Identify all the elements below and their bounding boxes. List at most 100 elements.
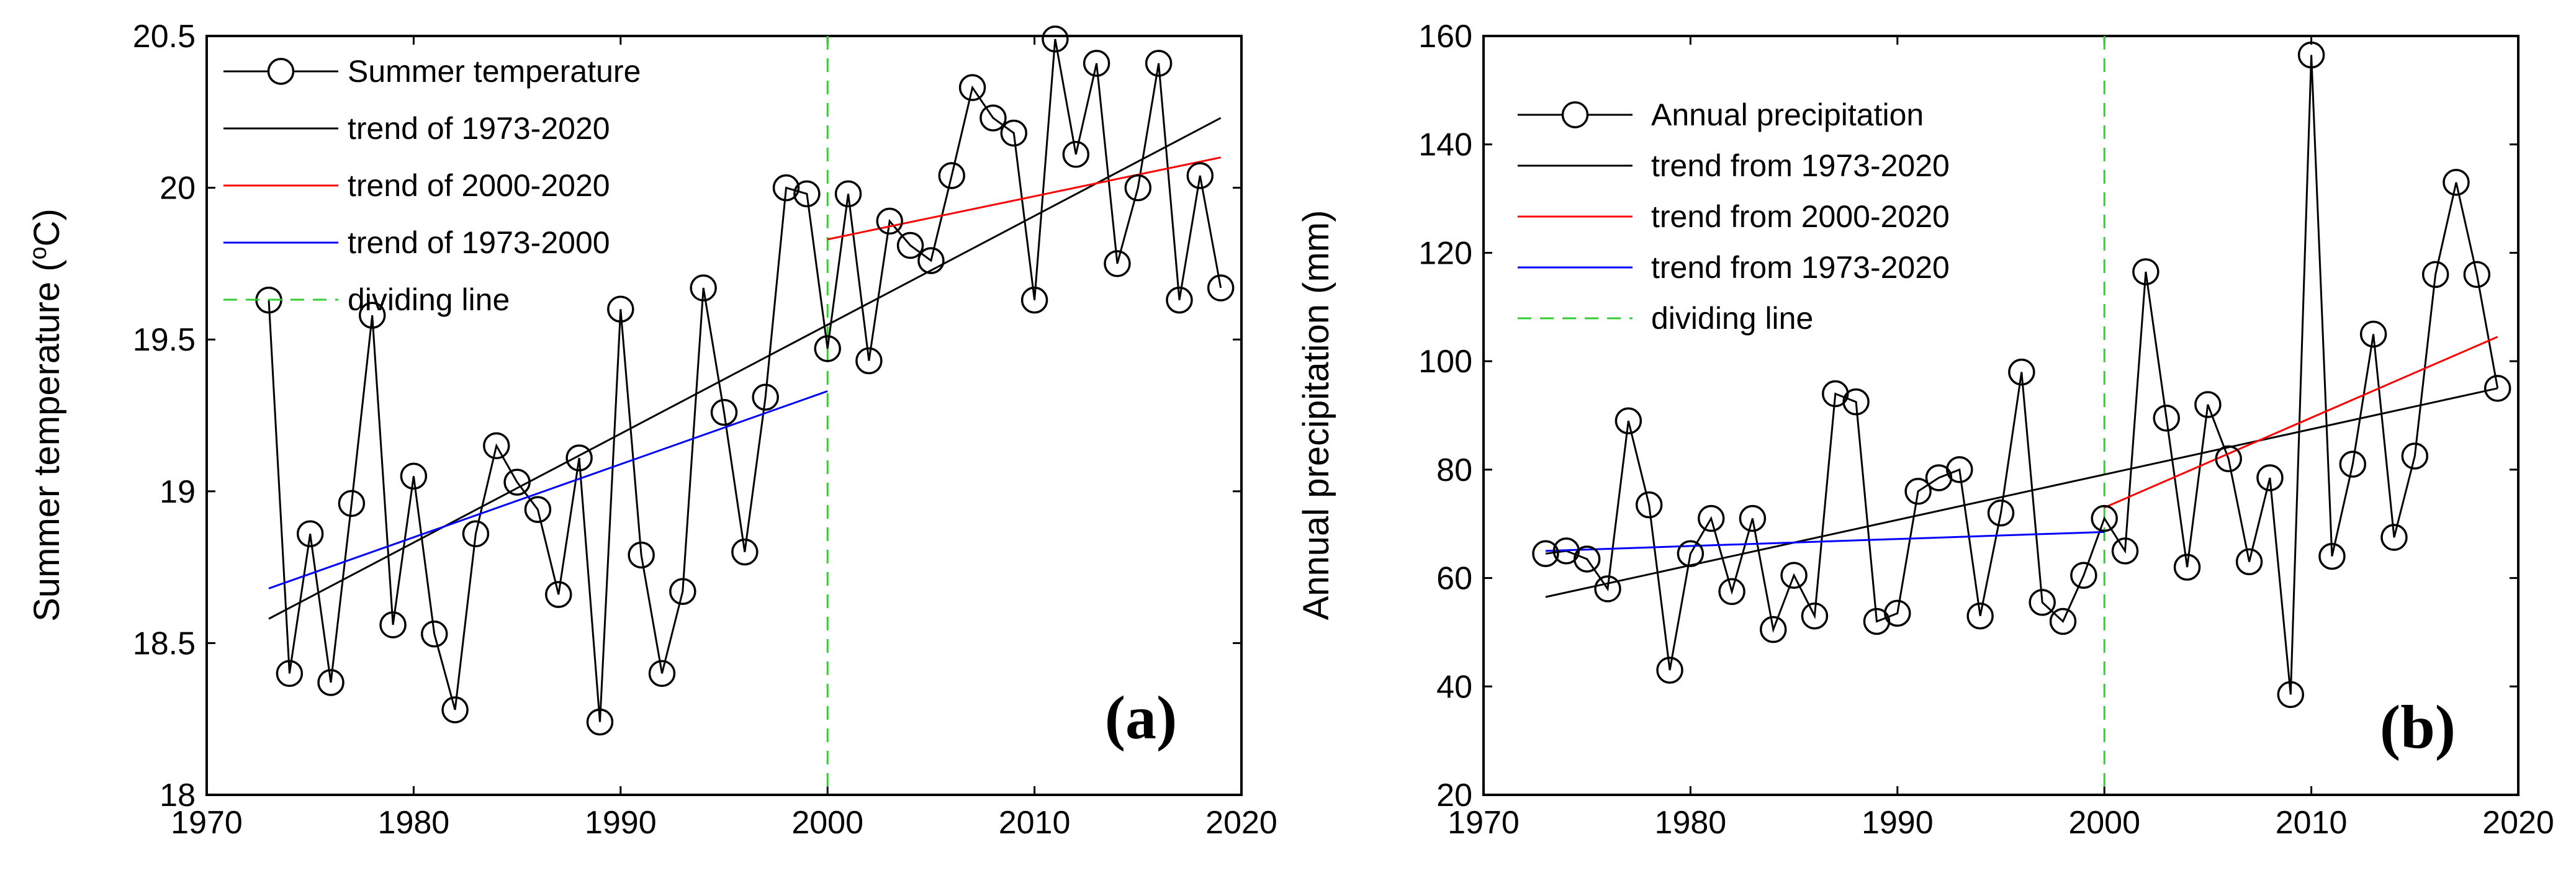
y-tick-label: 19 (160, 474, 196, 510)
data-point (524, 496, 552, 523)
data-point (1966, 602, 1994, 630)
data-point (2297, 41, 2325, 69)
data-point (2339, 450, 2367, 478)
data-point (1904, 478, 1932, 505)
data-point (2173, 553, 2201, 581)
data-point (731, 538, 759, 566)
data-point (565, 444, 593, 472)
data-point (917, 247, 945, 274)
x-axis-b: 1970 1980 1990 2000 2010 2020 (1448, 36, 2554, 841)
markers-b (1532, 41, 2511, 709)
x-tick-label: 1980 (378, 805, 450, 841)
data-point (1062, 141, 1090, 168)
data-point (938, 162, 965, 189)
legend-b: Annual precipitation trend from 1973-2020… (1518, 97, 1950, 336)
data-point (2132, 258, 2159, 285)
data-point (628, 541, 655, 569)
trend-line-2 (827, 156, 1221, 241)
y-tick-label: 60 (1436, 561, 1472, 597)
data-point (1532, 540, 1559, 568)
data-point (2235, 548, 2263, 576)
data-point (2111, 537, 2139, 565)
x-axis-a: 1970 1980 1990 2000 2010 2020 (171, 36, 1277, 841)
legend-label: trend from 1973-2020 (1651, 148, 1950, 183)
data-point (317, 669, 345, 696)
x-tick-label: 2020 (2482, 805, 2554, 841)
data-point (379, 611, 407, 638)
legend-label: Summer temperature (348, 54, 641, 89)
data-point (669, 578, 696, 605)
y-tick-label: 19.5 (133, 322, 196, 358)
data-point (1760, 616, 1787, 643)
y-tick-label: 20 (1436, 777, 1472, 813)
data-point (276, 660, 304, 688)
lines-b (1545, 36, 2499, 795)
legend-a: Summer temperature trend of 1973-2020 tren… (223, 54, 641, 317)
data-point (1987, 499, 2015, 527)
data-point (980, 104, 1007, 132)
data-point (1166, 286, 1193, 314)
x-tick-label: 2010 (2276, 805, 2348, 841)
legend-label: trend of 1973-2000 (348, 225, 610, 260)
x-tick-label: 1970 (1448, 805, 1520, 841)
trend-line-1 (1545, 387, 2498, 598)
data-point (648, 660, 676, 688)
trend-line-3 (1545, 531, 2105, 552)
data-point (1000, 119, 1028, 147)
trend-line-2 (2104, 336, 2498, 509)
data-point (2401, 442, 2429, 470)
x-tick-label: 2000 (791, 805, 863, 841)
data-point (2091, 504, 2118, 532)
data-point (338, 490, 366, 517)
y-axis-b: 20 40 60 80 100 120 140 160 (1418, 19, 2518, 813)
y-axis-label-b: Annual precipitation (mm) (1296, 210, 1336, 620)
series-line (268, 38, 1222, 722)
data-point (2463, 261, 2491, 289)
data-point (2380, 524, 2408, 551)
data-point (2194, 391, 2222, 418)
data-point (834, 180, 862, 208)
legend-label: Annual precipitation (1651, 97, 1924, 132)
y-tick-label: 20 (160, 171, 196, 207)
data-point (2029, 589, 2056, 616)
data-point (2153, 405, 2180, 432)
chart-panel-a: 1970 1980 1990 2000 2010 2020 18 18.5 19 19.5 20 2… (25, 19, 1277, 841)
data-point (2359, 320, 2387, 348)
data-point (1124, 174, 1152, 202)
chart-panel-b: 1970 1980 1990 2000 2010 2020 204060801001201… (1296, 19, 2554, 841)
data-point (420, 620, 448, 648)
data-point (1020, 286, 1048, 314)
data-point (1677, 540, 1705, 568)
y-axis-label-a: Summer temperature (oC) (25, 208, 67, 622)
legend-label: trend of 1973-2020 (348, 111, 610, 146)
data-point (2484, 375, 2511, 402)
data-point (1656, 656, 1683, 684)
data-point (1697, 504, 1725, 532)
markers-a (255, 25, 1235, 736)
data-point (400, 462, 428, 490)
series-line (1545, 55, 2499, 695)
panel-label-b: (b) (2380, 692, 2456, 761)
data-point (545, 581, 572, 608)
data-point (876, 207, 903, 235)
y-tick-label: 140 (1418, 127, 1472, 163)
data-point (441, 696, 469, 723)
data-point (2277, 681, 2305, 709)
data-point (1780, 562, 1808, 589)
plot-area-b (1482, 35, 2520, 796)
data-point (2049, 607, 2077, 635)
x-tick-label: 1980 (1655, 805, 1727, 841)
data-point (1718, 578, 1745, 606)
x-tick-label: 2010 (999, 805, 1071, 841)
y-tick-label: 20.5 (133, 19, 196, 55)
legend-marker (267, 58, 295, 85)
trend-line-3 (268, 390, 828, 589)
data-point (793, 180, 821, 208)
data-point (2443, 169, 2470, 196)
data-point (896, 231, 924, 259)
legend-label: dividing line (1651, 301, 1813, 336)
data-point (1186, 162, 1214, 189)
lines-a (268, 36, 1222, 795)
data-point (2318, 542, 2346, 570)
